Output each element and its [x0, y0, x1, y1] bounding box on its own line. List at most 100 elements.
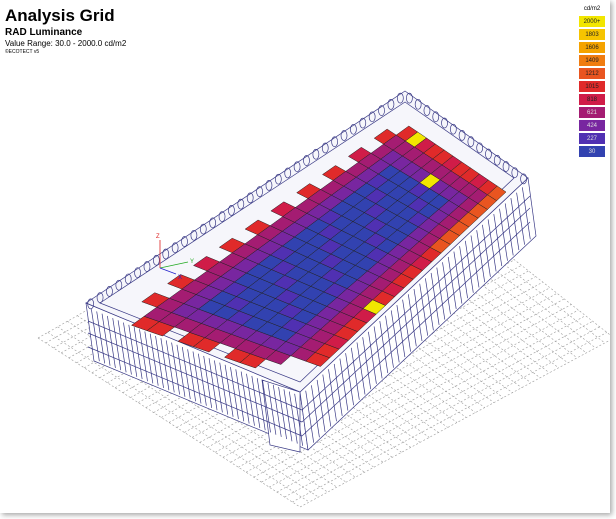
viewport: Z Y X Analysis Grid RAD Luminance Value Ra… [5, 6, 610, 508]
parapet-arch [493, 154, 501, 166]
parapet-arch [218, 211, 226, 222]
parapet-arch [293, 161, 301, 173]
grid-line [214, 237, 467, 418]
parapet-arch [476, 142, 484, 154]
parapet-arch [115, 279, 123, 291]
window-line [230, 367, 239, 420]
parapet-arch [256, 186, 263, 197]
floor-line [301, 221, 531, 437]
window-line [311, 385, 320, 438]
window-line [198, 353, 207, 406]
parapet-arch [368, 111, 376, 123]
window-line [464, 240, 474, 293]
window-line [385, 315, 394, 368]
floor-line [87, 346, 303, 437]
window-line [350, 347, 360, 400]
window-line [214, 360, 223, 413]
axis-label: X [178, 275, 182, 281]
floor-line [301, 195, 531, 411]
legend-item: 2000+ [578, 15, 606, 28]
window-line [482, 224, 491, 277]
grid-line [292, 332, 608, 503]
window-line [160, 338, 170, 391]
parapet-arch [387, 99, 395, 110]
parapet-arch [190, 229, 198, 241]
window-line [144, 331, 154, 384]
grid-line [293, 192, 541, 379]
parapet-arch [520, 173, 527, 185]
window-line [187, 349, 196, 402]
window-line [419, 283, 429, 336]
window-line [224, 364, 234, 417]
floor-line [301, 207, 531, 423]
parapet-arch [359, 117, 367, 129]
window-line [181, 346, 191, 400]
window-line [436, 267, 446, 320]
grid-line [244, 220, 495, 403]
window-line [316, 379, 326, 433]
parapet-arch [340, 130, 348, 141]
parapet-arch [134, 267, 141, 279]
parapet-arch [265, 180, 273, 191]
grid-line [273, 203, 522, 388]
window-line [396, 304, 406, 358]
window-line [149, 333, 159, 386]
floor-line [87, 320, 303, 411]
window-line [322, 374, 332, 427]
window-line [516, 192, 525, 245]
legend-item: 1015 [578, 80, 606, 93]
window-line [192, 351, 202, 404]
grid-line [332, 170, 578, 359]
parapet-arch [153, 254, 160, 266]
axis-x [159, 267, 177, 275]
window-line [499, 208, 508, 261]
window-line [283, 389, 293, 442]
title: Analysis Grid [5, 6, 115, 25]
window-line [123, 322, 132, 375]
parapet-arch [246, 192, 254, 204]
axis-y [159, 261, 189, 269]
window-line [442, 262, 451, 315]
window-line [379, 321, 389, 374]
window-line [493, 214, 503, 267]
window-line [235, 369, 245, 422]
window-line [521, 187, 531, 240]
window-line [476, 230, 486, 283]
parapet-arch [331, 136, 338, 148]
window-line [240, 371, 250, 424]
analysis-grid [130, 125, 507, 369]
subtitle: RAD Luminance [5, 27, 83, 38]
credit: ©ECOTECT v5 [5, 49, 40, 55]
parapet-arch [414, 98, 422, 110]
grid-line [263, 209, 513, 393]
legend-item: 621 [578, 106, 606, 119]
parapet-arch [458, 130, 466, 141]
window-line [339, 358, 349, 411]
grid-line [312, 181, 559, 369]
window-line [362, 337, 372, 390]
grid-line [224, 231, 476, 413]
window-line [345, 353, 354, 406]
scene: Z Y X [37, 90, 610, 508]
window-line [425, 278, 434, 331]
grid-line [322, 175, 569, 364]
legend-unit: cd/m2 [583, 6, 601, 12]
window-line [96, 311, 106, 364]
legend-item: 227 [578, 132, 606, 145]
window-line [272, 384, 282, 437]
window-line [402, 299, 411, 352]
window-line [256, 378, 266, 431]
parapet-arch [350, 123, 357, 135]
grid-line [303, 186, 550, 374]
window-line [413, 288, 423, 342]
parapet-arch [143, 261, 151, 272]
parapet-arch [228, 205, 235, 216]
window-line [262, 380, 271, 433]
parapet-arch [171, 242, 179, 254]
parapet-arch [274, 173, 282, 185]
window-line [368, 331, 377, 384]
parapet-arch [396, 92, 404, 104]
window-line [91, 309, 100, 362]
axis-label: Z [156, 234, 160, 240]
parapet-arch [485, 148, 492, 160]
